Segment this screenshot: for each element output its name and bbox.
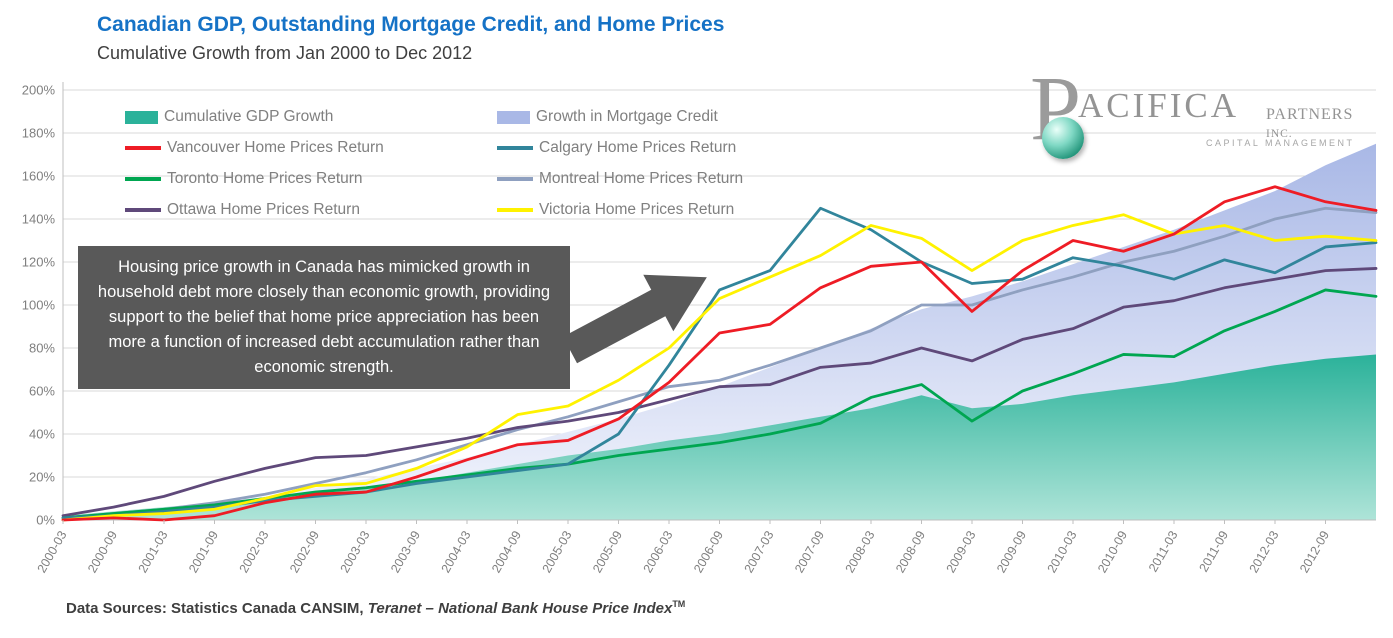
chart-legend: Cumulative GDP Growth Growth in Mortgage … (125, 106, 743, 221)
logo-sphere-icon (1042, 117, 1084, 159)
svg-text:2005-03: 2005-03 (540, 528, 575, 575)
svg-text:2001-03: 2001-03 (136, 528, 171, 575)
svg-text:2011-09: 2011-09 (1196, 528, 1231, 574)
legend-item-0: Cumulative GDP Growth (125, 106, 497, 128)
legend-marker-icon (125, 177, 161, 181)
legend-label: Calgary Home Prices Return (539, 139, 737, 156)
svg-text:40%: 40% (29, 427, 55, 442)
logo-partners-text: PARTNERS (1266, 106, 1354, 123)
legend-item-7: Victoria Home Prices Return (497, 199, 743, 221)
svg-text:2012-03: 2012-03 (1247, 528, 1282, 575)
svg-text:2001-09: 2001-09 (186, 528, 221, 575)
legend-label: Montreal Home Prices Return (539, 170, 744, 187)
svg-text:2006-09: 2006-09 (691, 528, 726, 575)
legend-marker-icon (497, 177, 533, 181)
logo-tagline: CAPITAL MANAGEMENT (1206, 138, 1355, 148)
legend-label: Growth in Mortgage Credit (536, 108, 718, 125)
annotation-box: Housing price growth in Canada has mimic… (78, 246, 570, 389)
svg-text:2007-09: 2007-09 (792, 528, 827, 575)
svg-text:20%: 20% (29, 470, 55, 485)
legend-marker-icon (497, 110, 530, 124)
svg-text:80%: 80% (29, 341, 55, 356)
svg-text:200%: 200% (22, 83, 56, 98)
annotation-text: Housing price growth in Canada has mimic… (97, 258, 551, 376)
legend-item-4: Toronto Home Prices Return (125, 168, 497, 190)
legend-marker-icon (125, 208, 161, 212)
svg-text:2004-09: 2004-09 (489, 528, 524, 575)
data-sources: Data Sources: Statistics Canada CANSIM, … (66, 599, 685, 617)
logo-company-name: ACIFICA (1078, 86, 1240, 125)
svg-text:180%: 180% (22, 126, 56, 141)
legend-item-3: Calgary Home Prices Return (497, 137, 743, 159)
pacifica-logo: P ACIFICA PARTNERS INC. CAPITAL MANAGEME… (1028, 62, 1373, 176)
page-subtitle: Cumulative Growth from Jan 2000 to Dec 2… (97, 43, 473, 63)
svg-text:2008-09: 2008-09 (893, 528, 928, 575)
svg-text:2007-03: 2007-03 (742, 528, 777, 575)
svg-text:2000-03: 2000-03 (35, 528, 70, 575)
logo-partners: PARTNERS INC. (1266, 106, 1373, 142)
legend-label: Victoria Home Prices Return (539, 201, 735, 218)
svg-text:2003-03: 2003-03 (338, 528, 373, 575)
legend-marker-icon (125, 146, 161, 150)
logo-inc-text: INC. (1266, 128, 1293, 140)
svg-text:2011-03: 2011-03 (1146, 528, 1181, 574)
svg-text:2009-03: 2009-03 (944, 528, 979, 575)
svg-text:2009-09: 2009-09 (994, 528, 1029, 575)
trademark-symbol: TM (672, 599, 686, 609)
svg-text:100%: 100% (22, 298, 56, 313)
svg-text:2004-03: 2004-03 (439, 528, 474, 575)
legend-label: Ottawa Home Prices Return (167, 201, 360, 218)
svg-text:160%: 160% (22, 169, 56, 184)
svg-text:2006-03: 2006-03 (641, 528, 676, 575)
data-sources-source: Teranet – National Bank House Price Inde… (367, 600, 673, 617)
svg-text:60%: 60% (29, 384, 55, 399)
svg-text:2012-09: 2012-09 (1297, 528, 1332, 575)
legend-item-5: Montreal Home Prices Return (497, 168, 743, 190)
legend-label: Cumulative GDP Growth (164, 108, 334, 125)
legend-label: Vancouver Home Prices Return (167, 139, 384, 156)
legend-item-2: Vancouver Home Prices Return (125, 137, 497, 159)
svg-text:140%: 140% (22, 212, 56, 227)
legend-marker-icon (497, 146, 533, 150)
svg-text:2010-09: 2010-09 (1095, 528, 1130, 575)
svg-text:2005-09: 2005-09 (590, 528, 625, 575)
legend-marker-icon (497, 208, 533, 212)
legend-item-6: Ottawa Home Prices Return (125, 199, 497, 221)
legend-label: Toronto Home Prices Return (167, 170, 363, 187)
svg-text:2000-09: 2000-09 (85, 528, 120, 575)
legend-marker-icon (125, 110, 158, 124)
svg-text:2008-03: 2008-03 (843, 528, 878, 575)
svg-text:2003-09: 2003-09 (388, 528, 423, 575)
legend-item-1: Growth in Mortgage Credit (497, 106, 743, 128)
svg-text:2002-09: 2002-09 (287, 528, 322, 575)
page-title: Canadian GDP, Outstanding Mortgage Credi… (97, 13, 725, 36)
svg-text:120%: 120% (22, 255, 56, 270)
data-sources-prefix: Data Sources: Statistics Canada CANSIM, (66, 600, 368, 617)
svg-text:0%: 0% (36, 513, 55, 528)
svg-text:2010-03: 2010-03 (1045, 528, 1080, 575)
svg-text:2002-03: 2002-03 (237, 528, 272, 575)
